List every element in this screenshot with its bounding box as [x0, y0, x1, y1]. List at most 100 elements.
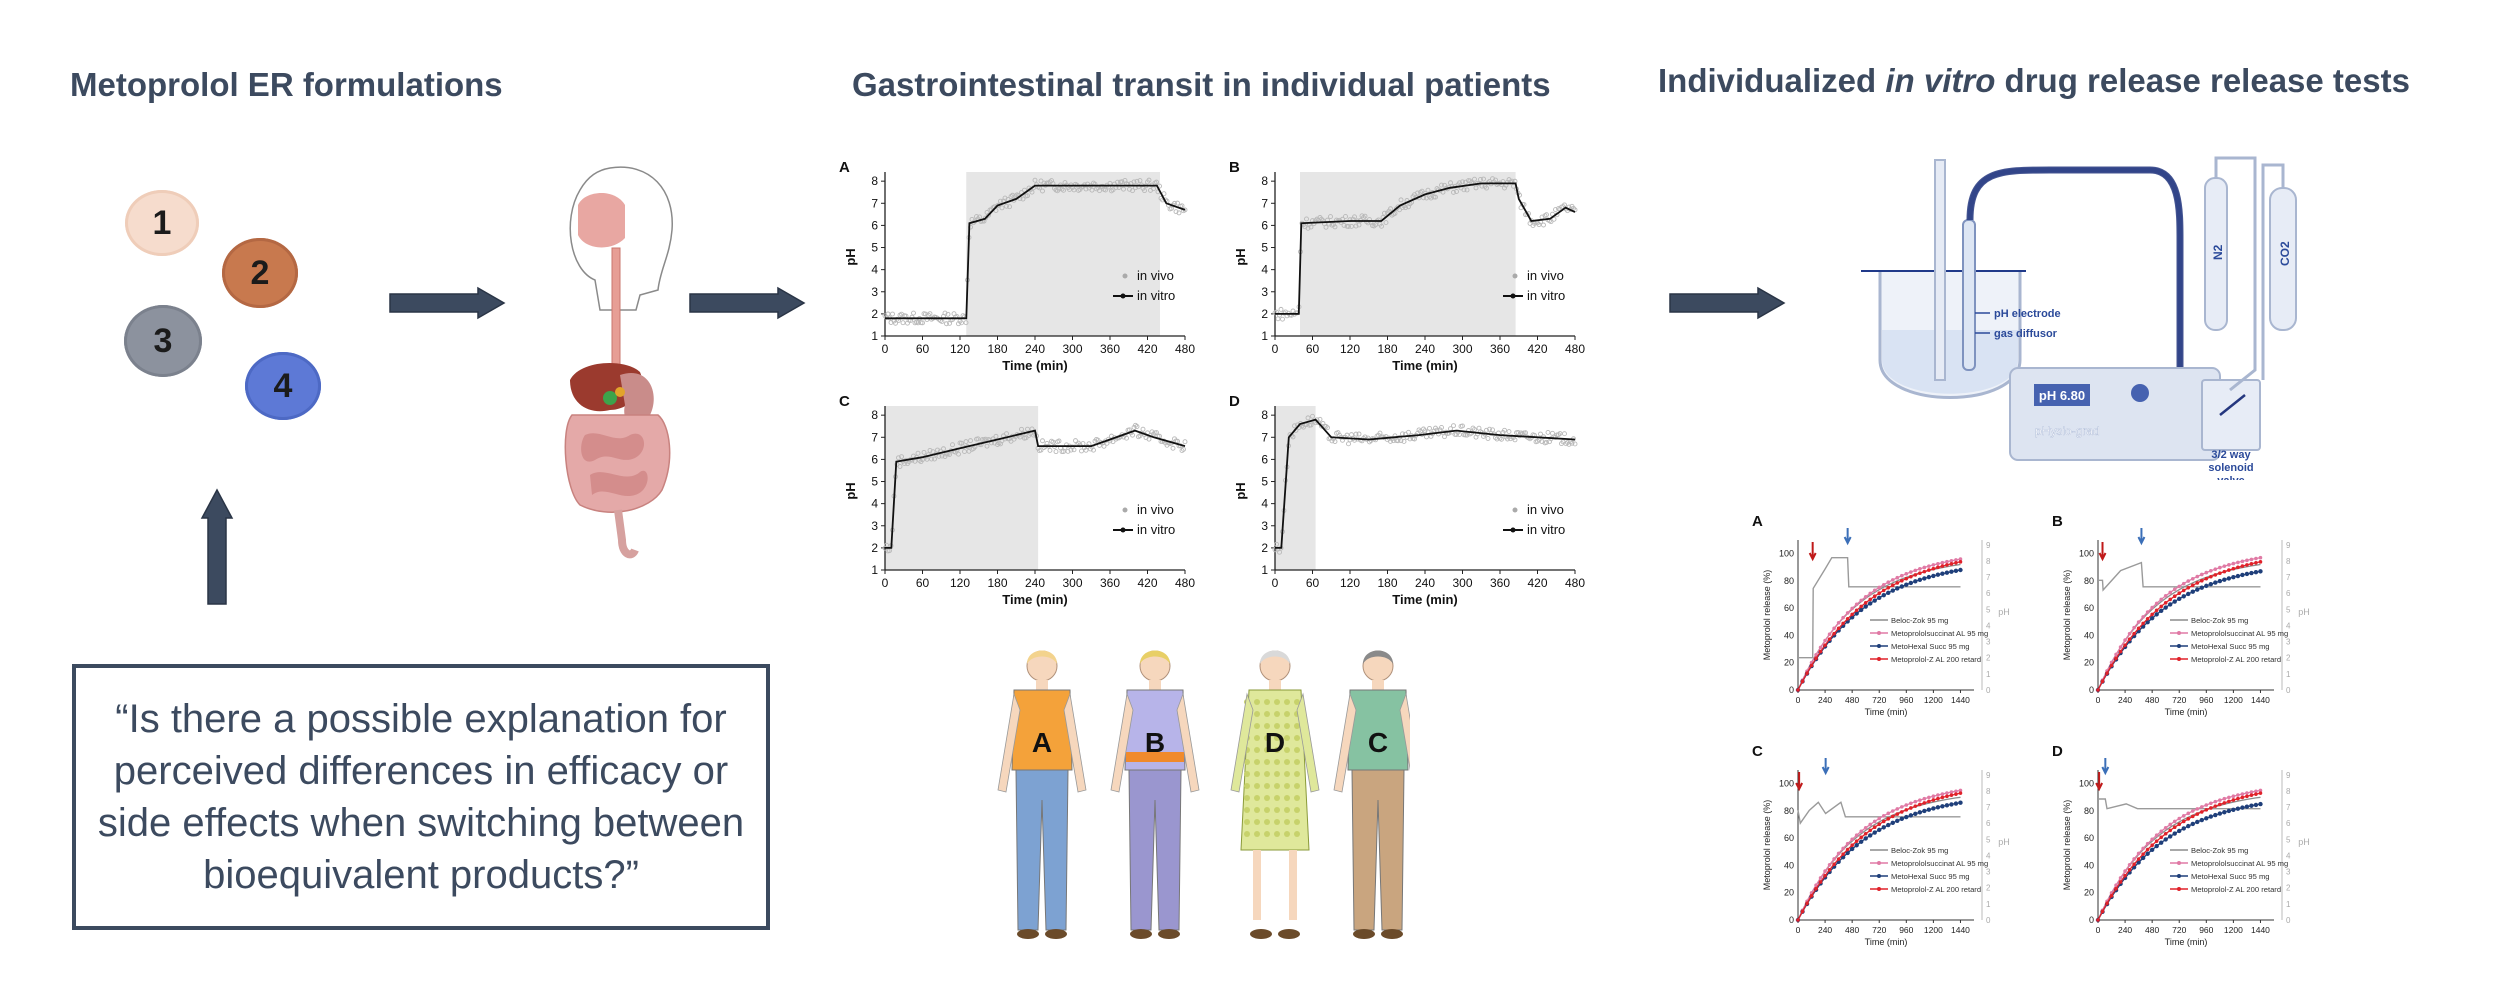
in-vivo-point: [936, 453, 942, 459]
y-tick-label: 0: [2089, 685, 2094, 695]
patient-neck: [1372, 680, 1384, 690]
y2-tick-label: 6: [2286, 819, 2291, 828]
in-vivo-point: [1280, 316, 1285, 322]
x-axis-label: Time (min): [1002, 358, 1068, 373]
in-vivo-point: [1539, 439, 1545, 445]
in-vivo-point: [956, 321, 961, 327]
release-curve: [2097, 570, 2261, 691]
in-vivo-point: [1290, 434, 1296, 440]
legend-entry: Metoprololsuccinat AL 95 mg: [2191, 629, 2288, 638]
in-vivo-point: [1403, 205, 1408, 211]
y-tick-label: 5: [871, 241, 878, 255]
legend-entry: Metoprolol-Z AL 200 retard: [1891, 655, 1981, 664]
ph-display: pH 6.80: [2039, 388, 2085, 403]
dress-dot: [1294, 735, 1300, 741]
y2-tick-label: 5: [1986, 835, 1991, 844]
in-vivo-point: [999, 205, 1005, 211]
in-vivo-point: [1274, 541, 1279, 547]
in-vivo-point: [1029, 189, 1035, 195]
in-vivo-point: [1038, 447, 1044, 453]
in-vivo-point: [945, 311, 951, 317]
patient-pants: [1128, 769, 1182, 931]
patient-neck: [1036, 680, 1048, 690]
in-vivo-point: [1494, 436, 1500, 442]
in-vivo-point: [1439, 182, 1444, 188]
in-vivo-point: [1140, 426, 1146, 432]
patient-pants: [1351, 769, 1405, 931]
in-vivo-point: [975, 436, 981, 442]
blue-arrow: [1821, 758, 1830, 776]
release-curve: [2097, 557, 2261, 691]
in-vivo-point: [1323, 224, 1329, 230]
in-vivo-point: [1097, 188, 1102, 194]
in-vivo-point: [1464, 432, 1470, 438]
y-axis-label: pH: [1233, 248, 1248, 265]
research-question: “Is there a possible explanation for per…: [72, 664, 770, 930]
y2-tick-label: 6: [1986, 819, 1991, 828]
in-vivo-point: [1305, 415, 1311, 421]
y-tick-label: 40: [1784, 860, 1794, 870]
x-tick-label: 0: [2096, 695, 2101, 705]
in-vivo-point: [1182, 439, 1188, 445]
x-tick-label: 180: [1377, 576, 1397, 590]
tablet-3: 3: [124, 305, 202, 377]
y2-tick-label: 4: [1986, 851, 1991, 860]
red-arrow: [2098, 542, 2107, 562]
in-vitro-line: [885, 184, 1186, 320]
ph-chart-A: 1 2 3 4 5 6 7 8 0 60 120 180 240 300 360 420 480 Time (mi…: [839, 159, 1195, 373]
in-vivo-point: [1424, 434, 1429, 440]
in-vivo-point: [963, 320, 969, 326]
y2-axis-label: pH: [2298, 607, 2310, 617]
legend-entry: Metoprololsuccinat AL 95 mg: [2191, 859, 2288, 868]
x-tick-label: 480: [1175, 576, 1195, 590]
panel-label: D: [1229, 393, 1240, 410]
x-tick-label: 180: [987, 576, 1007, 590]
tablet-2: 2: [222, 238, 298, 308]
in-vivo-point: [1179, 203, 1185, 209]
y-tick-label: 4: [871, 497, 878, 511]
x-tick-label: 120: [1340, 576, 1360, 590]
dress-dot: [1264, 795, 1270, 801]
dress-dot: [1244, 831, 1250, 837]
y-tick-label: 2: [1261, 541, 1268, 555]
x-tick-label: 360: [1490, 576, 1510, 590]
in-vivo-point: [1059, 449, 1065, 455]
in-vivo-point: [1493, 177, 1498, 183]
in-vivo-point: [923, 311, 928, 317]
x-tick-label: 300: [1452, 342, 1472, 356]
in-vivo-point: [1142, 188, 1147, 194]
in-vivo-point: [1341, 222, 1347, 228]
x-tick-label: 720: [2172, 925, 2186, 935]
in-vivo-point: [1095, 437, 1101, 443]
in-vivo-point: [1379, 223, 1384, 229]
in-vivo-point: [1376, 217, 1381, 223]
in-vivo-point: [1487, 426, 1492, 432]
x-tick-label: 1200: [1924, 695, 1943, 705]
dress-dot: [1284, 783, 1290, 789]
dress-dot: [1284, 723, 1290, 729]
release-curve: [1797, 563, 1961, 691]
in-vivo-point: [1007, 204, 1012, 210]
gastric-phase-shade: [885, 406, 1039, 570]
in-vivo-point: [1401, 438, 1407, 444]
in-vivo-point: [1362, 213, 1368, 219]
in-vivo-point: [1137, 178, 1143, 183]
y2-tick-label: 3: [1986, 638, 1991, 647]
in-vivo-point: [1019, 426, 1024, 432]
in-vivo-point: [924, 456, 930, 462]
in-vivo-point: [1328, 214, 1333, 220]
y-axis-label: Metoprolol release (%): [1762, 570, 1772, 661]
legend-entry: Metoprolol-Z AL 200 retard: [2191, 655, 2281, 664]
patient-shoe: [1278, 929, 1300, 939]
in-vivo-point: [1569, 440, 1575, 446]
y2-tick-label: 5: [2286, 605, 2291, 614]
in-vivo-point: [1398, 438, 1404, 444]
x-axis-label: Time (min): [1392, 592, 1458, 607]
in-vivo-point: [1025, 193, 1030, 199]
x-tick-label: 1440: [1951, 925, 1970, 935]
dress-dot: [1294, 759, 1300, 765]
in-vivo-point: [1349, 432, 1354, 438]
in-vivo-point: [1428, 195, 1434, 201]
gastric-phase-shade: [1300, 172, 1516, 336]
y-tick-label: 100: [2079, 549, 2094, 559]
